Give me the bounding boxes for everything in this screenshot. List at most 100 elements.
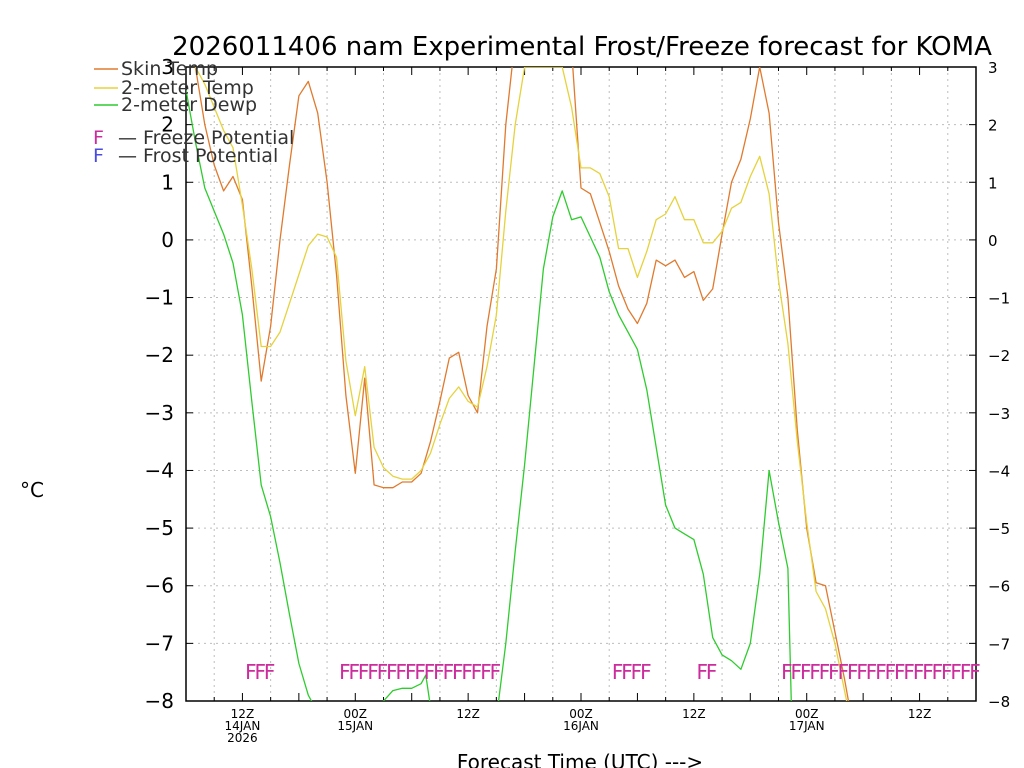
freeze-marker: F: [405, 660, 417, 684]
freeze-marker: F: [875, 660, 887, 684]
freeze-marker: F: [894, 660, 906, 684]
legend-letter: F: [93, 145, 104, 167]
freeze-marker: F: [358, 660, 370, 684]
y-tick-label-right: −6: [988, 578, 1010, 596]
freeze-marker: F: [913, 660, 925, 684]
y-tick-label: −2: [145, 343, 174, 367]
freeze-marker: F: [932, 660, 944, 684]
freeze-marker: F: [433, 660, 445, 684]
x-axis-label: Forecast Time (UTC) --->: [457, 750, 703, 768]
y-tick-label-right: 1: [988, 174, 998, 192]
y-tick-label: −8: [145, 689, 174, 713]
series-line-2-meter-temp: [194, 67, 848, 701]
chart-grid: [186, 66, 976, 702]
x-tick-label: 00Z: [569, 707, 593, 721]
plot-frame: [185, 66, 977, 702]
legend-label: 2-meter Dewp: [121, 94, 257, 116]
x-tick-label: 16JAN: [563, 719, 599, 733]
freeze-marker: F: [386, 660, 398, 684]
freeze-marker: F: [856, 660, 868, 684]
y-tick-label: −7: [145, 631, 174, 655]
legend-label: 2-meter Temp: [121, 77, 254, 99]
y-tick-label: 0: [161, 228, 174, 252]
y-tick-label-right: −7: [988, 635, 1010, 653]
freeze-marker: F: [471, 660, 483, 684]
y-tick-label-right: −3: [988, 405, 1010, 423]
x-tick-label: 14JAN: [225, 719, 261, 733]
freeze-marker: F: [903, 660, 915, 684]
y-axis-left: −8 −7 −6 −5 −4 −3 −2 −1 0 1 2 3: [145, 55, 193, 713]
y-tick-label-right: 3: [988, 59, 998, 77]
freeze-marker: F: [245, 660, 257, 684]
legend-label: — Freeze Potential: [118, 127, 294, 149]
x-tick-label: 2026: [227, 731, 258, 745]
y-tick-label-right: −2: [988, 347, 1010, 365]
freeze-marker: F: [621, 660, 633, 684]
series-line-2-meter-dewp: [186, 89, 792, 701]
x-tick-label: 15JAN: [337, 719, 373, 733]
freeze-marker: F: [941, 660, 953, 684]
y-tick-label: −5: [145, 516, 174, 540]
freeze-marker: F: [443, 660, 455, 684]
freeze-marker: F: [969, 660, 981, 684]
freeze-marker: F: [490, 660, 502, 684]
freeze-marker: F: [950, 660, 962, 684]
x-tick-label: 12Z: [908, 707, 932, 721]
freeze-marker: F: [791, 660, 803, 684]
freeze-marker: F: [349, 660, 361, 684]
freeze-marker: F: [922, 660, 934, 684]
y-tick-label-right: −8: [988, 693, 1010, 711]
freeze-marker: F: [396, 660, 408, 684]
y-axis-label: °C: [20, 478, 44, 502]
freeze-marker: F: [706, 660, 718, 684]
y-tick-label: −6: [145, 574, 174, 598]
freeze-marker: F: [631, 660, 643, 684]
plot-border: [185, 66, 977, 702]
x-tick-label: 12Z: [682, 707, 706, 721]
y-tick-label-right: −1: [988, 290, 1010, 308]
freeze-marker: F: [254, 660, 266, 684]
freeze-marker: F: [697, 660, 709, 684]
y-axis-right: −8 −7 −6 −5 −4 −3 −2 −1 0 1 2 3: [969, 59, 1010, 711]
legend-label: — Frost Potential: [118, 145, 278, 167]
freeze-marker: F: [847, 660, 859, 684]
freeze-marker: F: [414, 660, 426, 684]
y-tick-label: 3: [161, 55, 174, 79]
y-tick-label: 2: [161, 113, 174, 137]
freeze-marker: F: [640, 660, 652, 684]
y-tick-label-right: 0: [988, 232, 998, 250]
freeze-marker: F: [452, 660, 464, 684]
y-tick-label: 1: [161, 170, 174, 194]
x-tick-label: 00Z: [795, 707, 819, 721]
freeze-marker: F: [809, 660, 821, 684]
x-tick-label: 17JAN: [789, 719, 825, 733]
series-line-skin-temp: [194, 67, 850, 701]
freeze-marker: F: [339, 660, 351, 684]
y-tick-label-right: −4: [988, 462, 1010, 480]
freeze-marker: F: [461, 660, 473, 684]
freeze-marker: F: [781, 660, 793, 684]
chart-title: 2026011406 nam Experimental Frost/Freeze…: [172, 32, 992, 62]
y-tick-label: −3: [145, 401, 174, 425]
x-tick-label: 12Z: [231, 707, 255, 721]
freeze-marker: F: [800, 660, 812, 684]
freeze-marker: F: [612, 660, 624, 684]
y-tick-label: −4: [145, 458, 174, 482]
y-tick-label-right: −5: [988, 520, 1010, 538]
freeze-marker: F: [828, 660, 840, 684]
legend-letter: F: [93, 127, 104, 149]
freeze-marker: F: [264, 660, 276, 684]
y-tick-label-right: 2: [988, 117, 998, 135]
x-tick-label: 12Z: [456, 707, 480, 721]
legend-label: Skin Temp: [121, 58, 218, 80]
freeze-marker: F: [377, 660, 389, 684]
freeze-marker: F: [480, 660, 492, 684]
x-tick-label: 00Z: [344, 707, 368, 721]
series-lines: [186, 67, 850, 701]
freeze-marker: F: [960, 660, 972, 684]
y-tick-label: −1: [145, 286, 174, 310]
freeze-marker: F: [424, 660, 436, 684]
